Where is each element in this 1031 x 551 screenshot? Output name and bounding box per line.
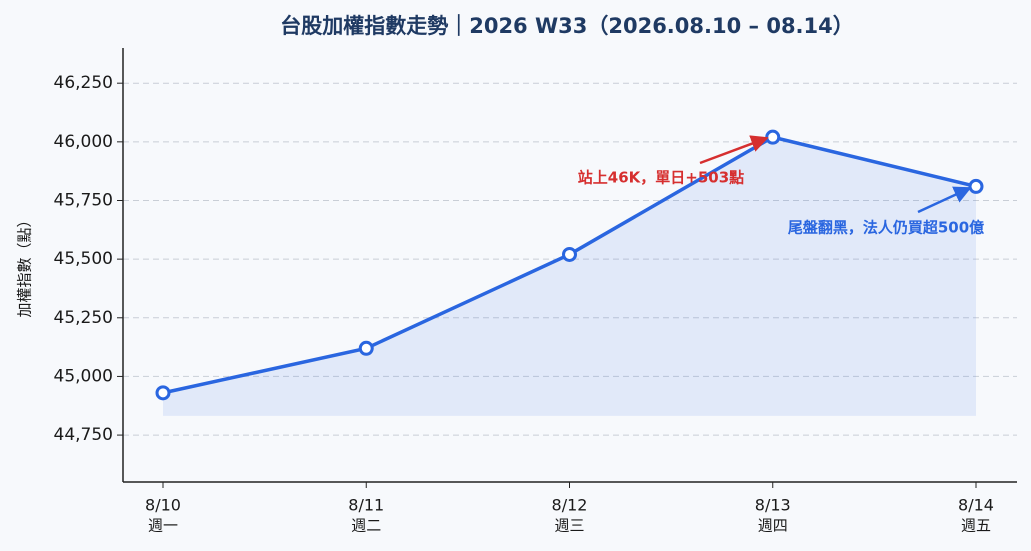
y-axis-label: 加權指數（點） <box>16 212 34 317</box>
x-tick-sublabel: 週四 <box>758 517 788 535</box>
x-tick-sublabel: 週一 <box>148 517 178 535</box>
point <box>155 385 171 401</box>
y-tick-label: 45,000 <box>54 366 113 386</box>
area <box>163 137 976 416</box>
point <box>765 129 781 145</box>
y-tick-label: 44,750 <box>54 425 113 445</box>
annotation: 站上46K，單日+503點 <box>578 169 744 187</box>
annotation: 尾盤翻黑，法人仍買超500億 <box>788 219 984 237</box>
annotation-arrow <box>917 186 972 214</box>
y-tick-label: 46,000 <box>54 132 113 152</box>
x-tick-label: 8/13 <box>755 496 791 515</box>
point <box>562 246 577 262</box>
x-tick-label: 8/12 <box>552 496 588 515</box>
x-tick-sublabel: 週三 <box>554 517 584 535</box>
x-tick-label: 8/11 <box>348 496 384 515</box>
x-tick-label: 8/10 <box>145 496 181 515</box>
y-tick-label: 46,250 <box>54 73 113 93</box>
y-tick-label: 45,250 <box>54 308 113 328</box>
annotation-arrow <box>699 135 769 165</box>
point <box>968 178 984 194</box>
x-tick-label: 8/14 <box>958 496 994 515</box>
x-tick-sublabel: 週二 <box>351 517 381 535</box>
point <box>358 340 374 356</box>
x-tick-sublabel: 週五 <box>961 517 991 535</box>
y-tick-label: 45,500 <box>54 249 113 269</box>
y-tick-label: 45,750 <box>54 190 113 210</box>
chart-title: 台股加權指數走勢｜2026 W33（2026.08.10 – 08.14） <box>280 14 854 38</box>
